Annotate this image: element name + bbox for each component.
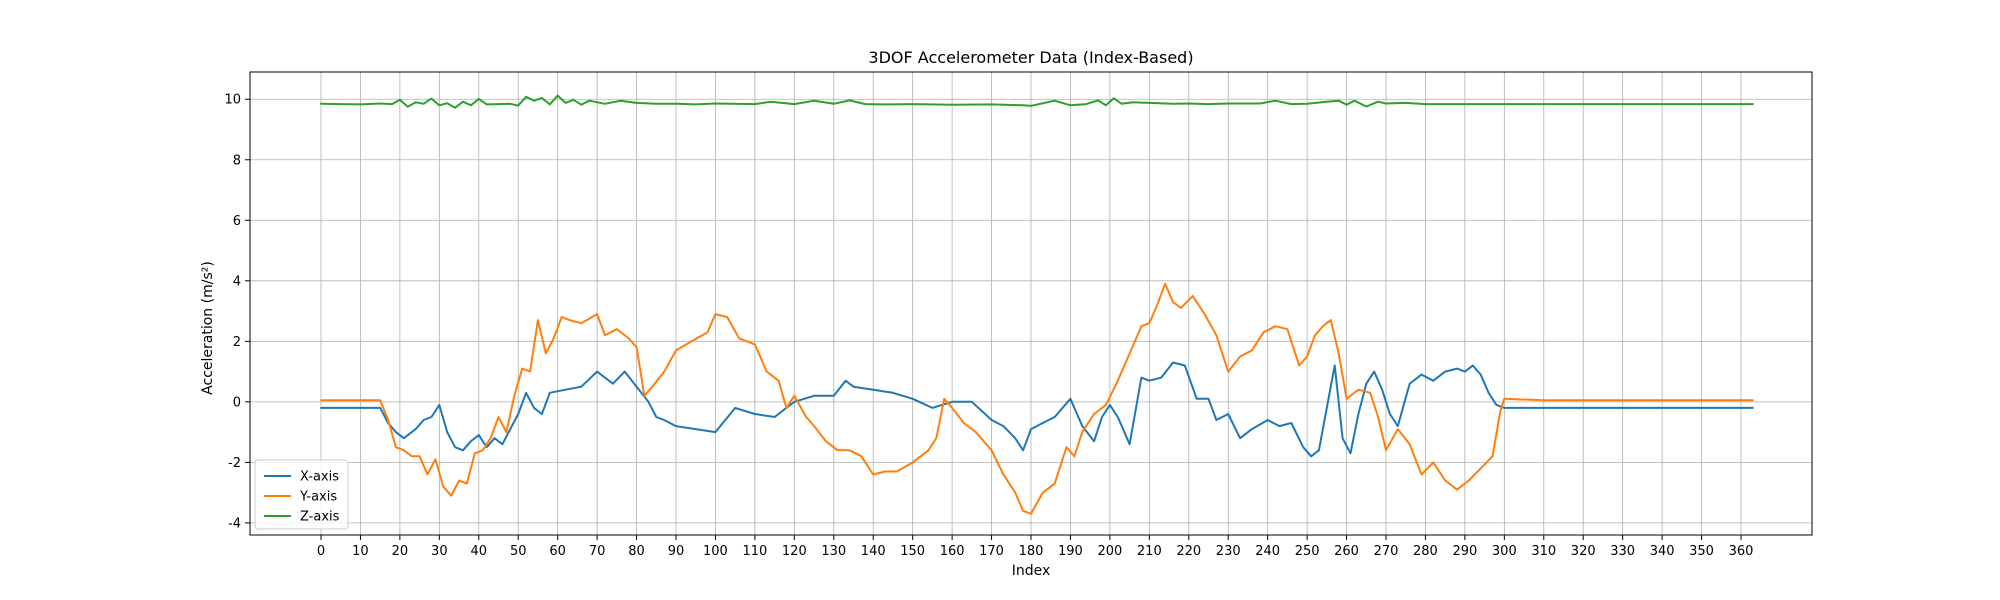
- y-tick-label: 8: [233, 153, 241, 168]
- series-line-y-axis: [320, 282, 1754, 515]
- x-tick-label: 190: [1058, 544, 1083, 559]
- series-line-x-axis: [320, 361, 1754, 458]
- x-tick-label: 70: [589, 544, 606, 559]
- x-tick-label: 10: [352, 544, 369, 559]
- x-tick-label: 80: [628, 544, 645, 559]
- x-tick-label: 100: [703, 544, 728, 559]
- y-tick-label: -2: [228, 456, 241, 471]
- x-tick-label: 50: [510, 544, 527, 559]
- chart-title: 3DOF Accelerometer Data (Index-Based): [868, 48, 1193, 67]
- x-tick-label: 330: [1610, 544, 1635, 559]
- y-tick-label: 4: [233, 274, 241, 289]
- y-axis-label: Acceleration (m/s²): [200, 261, 216, 395]
- x-tick-label: 130: [821, 544, 846, 559]
- x-tick-label: 40: [471, 544, 488, 559]
- series-line-z-axis: [320, 94, 1754, 109]
- x-tick-label: 150: [900, 544, 925, 559]
- legend-label: X-axis: [300, 470, 339, 485]
- legend-box: [254, 459, 349, 530]
- y-tick-label: -4: [228, 516, 241, 531]
- x-tick-label: 170: [979, 544, 1004, 559]
- x-tick-label: 310: [1531, 544, 1556, 559]
- x-tick-label: 220: [1176, 544, 1201, 559]
- x-tick-label: 290: [1452, 544, 1477, 559]
- x-tick-label: 240: [1255, 544, 1280, 559]
- legend: X-axis Y-axis Z-axis: [254, 459, 349, 530]
- series-lines: [320, 94, 1754, 515]
- x-tick-label: 260: [1334, 544, 1359, 559]
- x-tick-label: 230: [1216, 544, 1241, 559]
- x-tick-label: 270: [1374, 544, 1399, 559]
- x-tick-label: 90: [668, 544, 685, 559]
- x-tick-label: 350: [1689, 544, 1714, 559]
- x-tick-label: 120: [782, 544, 807, 559]
- x-tick-label: 160: [940, 544, 965, 559]
- grid-lines: [250, 72, 1812, 535]
- x-tick-label: 200: [1097, 544, 1122, 559]
- x-tick-label: 360: [1729, 544, 1754, 559]
- x-axis-label: Index: [1012, 563, 1051, 579]
- y-tick-label: 0: [233, 395, 241, 410]
- y-tick-label: 6: [233, 214, 241, 229]
- x-tick-label: 340: [1650, 544, 1675, 559]
- y-tick-label: 2: [233, 335, 241, 350]
- x-tick-label: 180: [1019, 544, 1044, 559]
- x-tick-label: 60: [549, 544, 566, 559]
- y-tick-label: 10: [224, 93, 241, 108]
- x-axis-ticks: 0 10 20 30 40 50 60 70 80 90 100 110 120 130 140 150 160…: [317, 535, 1754, 559]
- x-tick-label: 250: [1295, 544, 1320, 559]
- x-tick-label: 320: [1571, 544, 1596, 559]
- x-tick-label: 0: [317, 544, 325, 559]
- x-tick-label: 20: [392, 544, 409, 559]
- x-tick-label: 140: [861, 544, 886, 559]
- x-tick-label: 110: [742, 544, 767, 559]
- legend-label: Y-axis: [299, 490, 337, 505]
- x-tick-label: 280: [1413, 544, 1438, 559]
- x-tick-label: 30: [431, 544, 448, 559]
- x-tick-label: 300: [1492, 544, 1517, 559]
- y-axis-ticks: -4 -2 0 2 4 6 8 10: [224, 93, 250, 531]
- legend-label: Z-axis: [300, 510, 340, 525]
- x-tick-label: 210: [1137, 544, 1162, 559]
